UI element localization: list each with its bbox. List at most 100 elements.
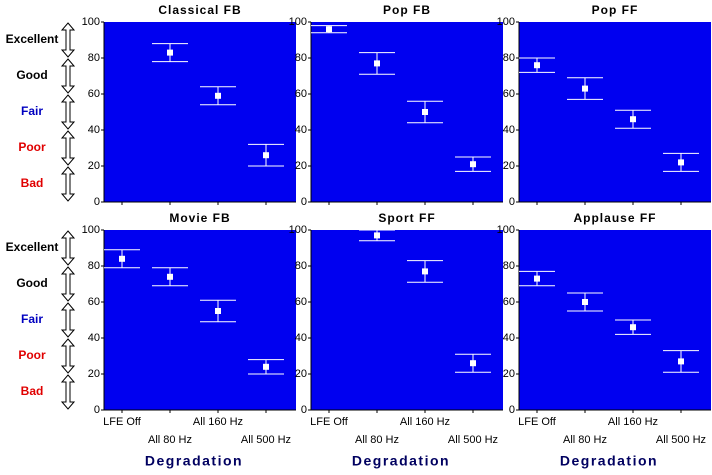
x-tick-label: All 500 Hz	[448, 434, 498, 446]
scale-arrow	[60, 266, 76, 302]
y-tick-label: 60	[88, 296, 100, 308]
plot-area	[104, 22, 296, 202]
y-tick-label: 40	[295, 332, 307, 344]
y-tick-label: 60	[295, 88, 307, 100]
y-tick-label: 40	[503, 124, 515, 136]
scale-arrow	[60, 22, 76, 58]
scale-arrow	[60, 94, 76, 130]
point	[582, 85, 588, 92]
scale-arrow	[60, 230, 76, 266]
x-tick-label: All 80 Hz	[563, 434, 607, 446]
y-tick-label: 60	[295, 296, 307, 308]
x-axis-label: Degradation	[352, 453, 450, 469]
y-tick-label: 0	[94, 196, 100, 208]
y-tick-label: 40	[88, 124, 100, 136]
y-tick-label: 100	[289, 16, 307, 28]
x-tick-label: LFE Off	[518, 416, 557, 428]
y-tick-label: 100	[497, 224, 515, 236]
point	[534, 62, 540, 69]
y-tick-label: 60	[88, 88, 100, 100]
x-tick-label: All 80 Hz	[355, 434, 399, 446]
point	[215, 92, 221, 99]
point	[422, 109, 428, 115]
x-tick-label: LFE Off	[103, 416, 142, 428]
x-tick-label: All 160 Hz	[608, 416, 658, 428]
y-tick-label: 0	[509, 404, 515, 416]
x-tick-label: All 160 Hz	[193, 416, 243, 428]
point	[678, 358, 684, 365]
point	[215, 308, 221, 314]
scale-label: Fair	[21, 104, 43, 118]
x-tick-label: All 160 Hz	[400, 416, 450, 428]
point	[422, 268, 428, 275]
point	[374, 232, 380, 239]
point	[470, 161, 476, 168]
scale-arrow	[60, 374, 76, 410]
y-tick-label: 100	[82, 16, 100, 28]
y-tick-label: 0	[94, 404, 100, 416]
scale-arrow	[60, 166, 76, 202]
panel-title: Movie FB	[169, 211, 230, 225]
x-axis-label: Degradation	[560, 453, 658, 469]
x-axis-label: Degradation	[145, 453, 243, 469]
point	[374, 60, 380, 67]
scale-arrow	[60, 338, 76, 374]
y-tick-label: 80	[503, 52, 515, 64]
plot-area	[311, 22, 503, 202]
point	[630, 116, 636, 123]
scale-arrow	[60, 302, 76, 338]
plot-area	[104, 230, 296, 410]
y-tick-label: 40	[88, 332, 100, 344]
point	[167, 273, 173, 280]
scale-label: Excellent	[6, 240, 59, 254]
scale-label: Fair	[21, 312, 43, 326]
x-tick-label: All 500 Hz	[656, 434, 706, 446]
y-tick-label: 0	[509, 196, 515, 208]
point	[263, 152, 269, 159]
scale-label: Good	[16, 68, 47, 82]
x-tick-label: All 80 Hz	[148, 434, 192, 446]
y-tick-label: 100	[289, 224, 307, 236]
scale-arrow	[60, 58, 76, 94]
point	[263, 363, 269, 370]
y-tick-label: 20	[295, 368, 307, 380]
y-tick-label: 20	[88, 368, 100, 380]
point	[326, 26, 332, 33]
point	[534, 275, 540, 282]
scale-label: Bad	[21, 176, 44, 190]
y-tick-label: 60	[503, 296, 515, 308]
y-tick-label: 40	[295, 124, 307, 136]
y-tick-label: 80	[295, 260, 307, 272]
scale-label: Bad	[21, 384, 44, 398]
y-tick-label: 20	[503, 160, 515, 172]
scale-label: Good	[16, 276, 47, 290]
panel-title: Pop FF	[592, 3, 639, 17]
scale-label: Excellent	[6, 32, 59, 46]
scale-arrow	[60, 130, 76, 166]
y-tick-label: 80	[88, 52, 100, 64]
plot-area	[519, 22, 711, 202]
y-tick-label: 20	[503, 368, 515, 380]
y-tick-label: 80	[295, 52, 307, 64]
point	[167, 49, 173, 56]
y-tick-label: 20	[88, 160, 100, 172]
scale-label: Poor	[18, 140, 46, 154]
y-tick-label: 60	[503, 88, 515, 100]
x-tick-label: LFE Off	[310, 416, 349, 428]
panel-title: Classical FB	[158, 3, 241, 17]
y-tick-label: 0	[301, 404, 307, 416]
panel-title: Sport FF	[378, 211, 435, 225]
y-tick-label: 40	[503, 332, 515, 344]
point	[119, 255, 125, 262]
scale-label: Poor	[18, 348, 46, 362]
point	[630, 324, 636, 331]
y-tick-label: 100	[497, 16, 515, 28]
point	[582, 299, 588, 305]
x-tick-label: All 500 Hz	[241, 434, 291, 446]
point	[678, 159, 684, 166]
point	[470, 360, 476, 367]
panel-title: Applause FF	[573, 211, 656, 225]
y-tick-label: 80	[88, 260, 100, 272]
